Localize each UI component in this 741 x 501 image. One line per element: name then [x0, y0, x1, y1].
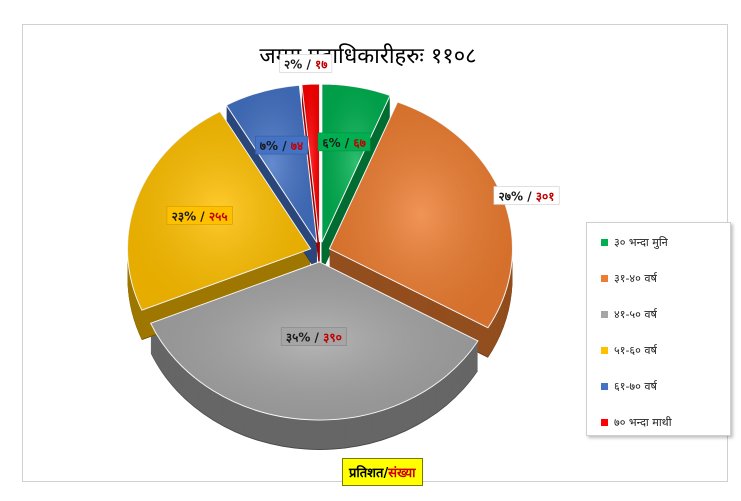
data-label: २७% / ३०१ [499, 189, 555, 203]
legend-swatch [601, 383, 608, 390]
legend-item: ५१-६० वर्ष [601, 343, 657, 358]
data-label-box [493, 186, 560, 205]
legend-item: ६१-७० वर्ष [601, 379, 657, 394]
data-label-count: ३९० [323, 331, 342, 345]
legend-item: ३१-४० वर्ष [601, 271, 657, 286]
legend-item: ७० भन्दा माथी [601, 415, 672, 430]
data-label-count: ७४ [291, 139, 303, 153]
data-label-count: २५५ [209, 209, 228, 223]
data-label: ६% / ६७ [322, 136, 366, 150]
data-label-count: ३०१ [536, 189, 555, 203]
data-label-percent: २% / [284, 57, 315, 71]
chart-frame: जम्मा पदाधिकारीहरुः ११०८ ६% / ६७ २७% / ३०… [22, 24, 731, 486]
legend-item: ४१-५० वर्ष [601, 307, 657, 322]
data-label-box [166, 205, 233, 225]
legend-swatch [601, 347, 608, 354]
footnote-separator: / [383, 466, 389, 481]
legend-label: ४१-५० वर्ष [614, 308, 657, 321]
legend-swatch [601, 419, 608, 426]
data-label-box [255, 135, 308, 155]
legend-swatch [601, 275, 608, 282]
data-label-percent: २७% / [499, 189, 536, 203]
data-label-count: १७ [315, 57, 328, 71]
data-label: २% / १७ [284, 57, 328, 71]
data-label-box [317, 132, 371, 152]
pie-label-layer: ६% / ६७ २७% / ३०१ ३५% / ३९० २३% / २५५ ७% / ७… [166, 54, 560, 346]
footnote-percent: प्रतिशत [349, 466, 384, 481]
data-label-box [279, 54, 333, 73]
legend-item: ३० भन्दा मुनि [601, 235, 668, 250]
legend-label: ७० भन्दा माथी [614, 416, 672, 429]
data-label-count: ६७ [353, 136, 366, 150]
legend-label: ३० भन्दा मुनि [614, 236, 668, 249]
data-label-percent: ७% / [260, 139, 291, 153]
legend-swatch [601, 239, 608, 246]
data-label: ७% / ७४ [260, 139, 304, 153]
legend-label: ५१-६० वर्ष [614, 344, 657, 357]
data-label-percent: ३५% / [286, 331, 323, 345]
footnote-count: संख्या [388, 466, 416, 481]
data-label-box [280, 327, 347, 346]
data-label: ३५% / ३९० [286, 331, 342, 345]
label-format-note: प्रतिशत/संख्या [342, 458, 423, 486]
legend-label: ६१-७० वर्ष [614, 380, 657, 393]
data-label-percent: ६% / [322, 136, 353, 150]
data-label: २३% / २५५ [172, 209, 228, 223]
legend-swatch [601, 311, 608, 318]
chart-legend: ३० भन्दा मुनि ३१-४० वर्ष ४१-५० वर्ष ५१-६० व… [586, 222, 731, 436]
data-label-percent: २३% / [172, 209, 209, 223]
legend-label: ३१-४० वर्ष [614, 272, 657, 285]
